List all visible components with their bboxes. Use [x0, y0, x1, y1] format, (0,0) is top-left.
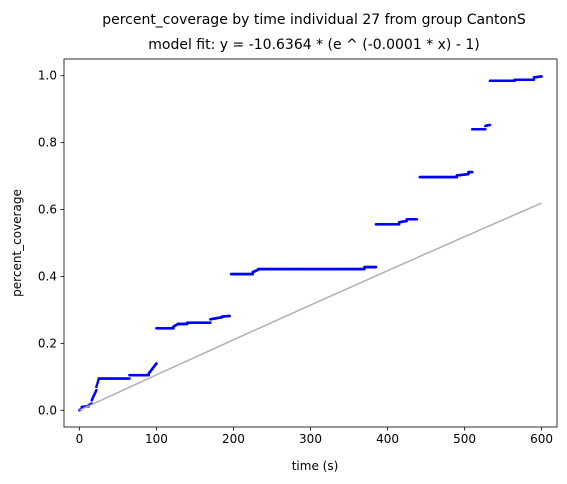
x-tick-label: 400 [376, 432, 399, 446]
data-point [209, 321, 212, 324]
chart-subtitle: model fit: y = -10.6364 * (e ^ (-0.0001 … [148, 37, 479, 53]
x-tick-label: 200 [222, 432, 245, 446]
y-tick-label: 1.0 [38, 69, 57, 83]
x-axis-label: time (s) [292, 459, 339, 473]
data-point [374, 265, 378, 269]
data-point [128, 377, 131, 380]
y-tick-label: 0.2 [38, 336, 57, 350]
y-axis-label: percent_coverage [10, 189, 24, 297]
chart-title: percent_coverage by time individual 27 f… [102, 12, 526, 28]
plot-area: 0 100 200 300 400 500 600 0.0 0.2 0.4 0.6 0.8 1.0 [38, 58, 558, 446]
data-point [363, 267, 366, 271]
data-point [95, 388, 98, 392]
data-point [251, 272, 255, 276]
data-point [540, 75, 543, 78]
data-point [470, 170, 474, 174]
data-point [397, 222, 401, 226]
data-point [532, 78, 536, 82]
data-point [467, 172, 470, 176]
fit-line [79, 202, 542, 411]
x-tick-label: 300 [299, 432, 322, 446]
data-point [155, 362, 158, 365]
y-tick-label: 0.0 [38, 403, 57, 417]
data-point [228, 314, 231, 318]
data-point [484, 127, 487, 131]
y-tick-label: 0.8 [38, 136, 57, 150]
x-tick-label: 100 [145, 432, 168, 446]
y-tick-label: 0.6 [38, 203, 57, 217]
data-point [488, 123, 492, 127]
x-tick-label: 500 [453, 432, 476, 446]
y-tick-label: 0.4 [38, 269, 57, 283]
x-tick-label: 0 [76, 432, 84, 446]
data-point [415, 217, 419, 221]
x-tick-label: 600 [530, 432, 553, 446]
